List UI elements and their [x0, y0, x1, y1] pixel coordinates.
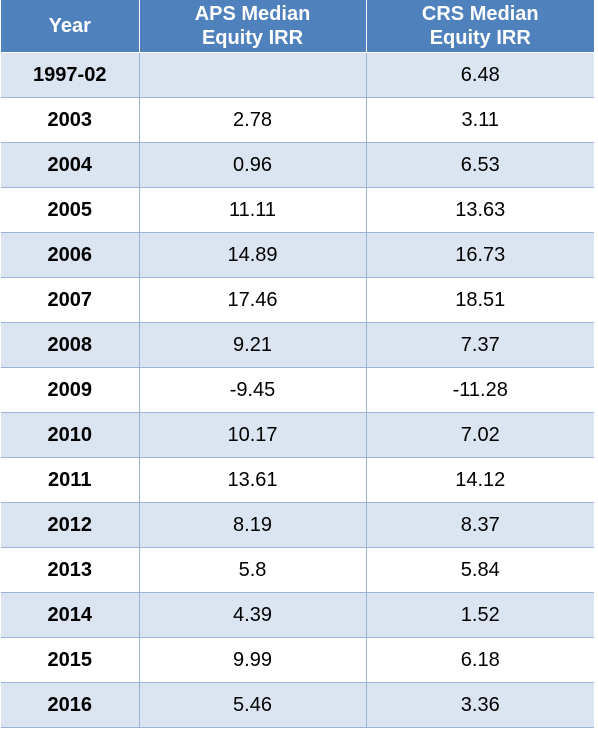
cell-aps-irr: 4.39 [139, 592, 367, 638]
cell-crs-irr: 8.37 [366, 502, 594, 548]
cell-aps-irr [139, 52, 367, 98]
cell-crs-irr: 1.52 [366, 592, 594, 638]
table-row: 2003 2.78 3.11 [1, 97, 594, 143]
cell-crs-irr: 3.11 [366, 97, 594, 143]
column-header-aps: APS Median Equity IRR [139, 0, 367, 53]
table-row: 2006 14.89 16.73 [1, 232, 594, 278]
cell-year: 2012 [1, 502, 140, 548]
column-header-crs-line2: Equity IRR [429, 27, 531, 49]
cell-crs-irr: -11.28 [366, 367, 594, 413]
cell-aps-irr: 9.21 [139, 322, 367, 368]
table-header-row: Year APS Median Equity IRR CRS Median Eq… [1, 0, 594, 53]
cell-crs-irr: 13.63 [366, 187, 594, 233]
table-row: 2005 11.11 13.63 [1, 187, 594, 233]
cell-aps-irr: 2.78 [139, 97, 367, 143]
cell-year: 2014 [1, 592, 140, 638]
cell-year: 2011 [1, 457, 140, 503]
cell-crs-irr: 6.48 [366, 52, 594, 98]
cell-year: 2007 [1, 277, 140, 323]
cell-crs-irr: 14.12 [366, 457, 594, 503]
cell-aps-irr: 9.99 [139, 637, 367, 683]
cell-year: 2003 [1, 97, 140, 143]
table-row: 2013 5.8 5.84 [1, 547, 594, 593]
cell-aps-irr: 8.19 [139, 502, 367, 548]
table-row: 2008 9.21 7.37 [1, 322, 594, 368]
column-header-crs-line1: CRS Median [421, 3, 539, 25]
table-row: 2012 8.19 8.37 [1, 502, 594, 548]
column-header-aps-line1: APS Median [194, 3, 311, 25]
cell-year: 1997-02 [1, 52, 140, 98]
cell-year: 2008 [1, 322, 140, 368]
table-body: 1997-02 6.48 2003 2.78 3.11 2004 0.96 6.… [1, 52, 594, 728]
cell-aps-irr: 0.96 [139, 142, 367, 188]
cell-year: 2016 [1, 682, 140, 728]
cell-year: 2010 [1, 412, 140, 458]
cell-crs-irr: 7.02 [366, 412, 594, 458]
table-row: 2004 0.96 6.53 [1, 142, 594, 188]
cell-crs-irr: 3.36 [366, 682, 594, 728]
table-row: 2011 13.61 14.12 [1, 457, 594, 503]
cell-year: 2004 [1, 142, 140, 188]
column-header-aps-line2: Equity IRR [201, 27, 304, 49]
table-row: 2014 4.39 1.52 [1, 592, 594, 638]
cell-year: 2005 [1, 187, 140, 233]
cell-aps-irr: 5.46 [139, 682, 367, 728]
cell-aps-irr: 14.89 [139, 232, 367, 278]
cell-aps-irr: 11.11 [139, 187, 367, 233]
table-row: 2010 10.17 7.02 [1, 412, 594, 458]
cell-year: 2015 [1, 637, 140, 683]
table-row: 2007 17.46 18.51 [1, 277, 594, 323]
cell-crs-irr: 7.37 [366, 322, 594, 368]
table-row: 2009 -9.45 -11.28 [1, 367, 594, 413]
cell-aps-irr: 10.17 [139, 412, 367, 458]
table-row: 2015 9.99 6.18 [1, 637, 594, 683]
cell-year: 2006 [1, 232, 140, 278]
table-row: 1997-02 6.48 [1, 52, 594, 98]
cell-aps-irr: -9.45 [139, 367, 367, 413]
cell-crs-irr: 6.18 [366, 637, 594, 683]
cell-aps-irr: 17.46 [139, 277, 367, 323]
column-header-year: Year [1, 0, 140, 53]
column-header-crs: CRS Median Equity IRR [366, 0, 594, 53]
cell-crs-irr: 6.53 [366, 142, 594, 188]
cell-aps-irr: 5.8 [139, 547, 367, 593]
cell-year: 2013 [1, 547, 140, 593]
cell-aps-irr: 13.61 [139, 457, 367, 503]
cell-crs-irr: 18.51 [366, 277, 594, 323]
column-header-year-label: Year [48, 15, 91, 37]
cell-year: 2009 [1, 367, 140, 413]
cell-crs-irr: 16.73 [366, 232, 594, 278]
cell-crs-irr: 5.84 [366, 547, 594, 593]
table-row: 2016 5.46 3.36 [1, 682, 594, 728]
